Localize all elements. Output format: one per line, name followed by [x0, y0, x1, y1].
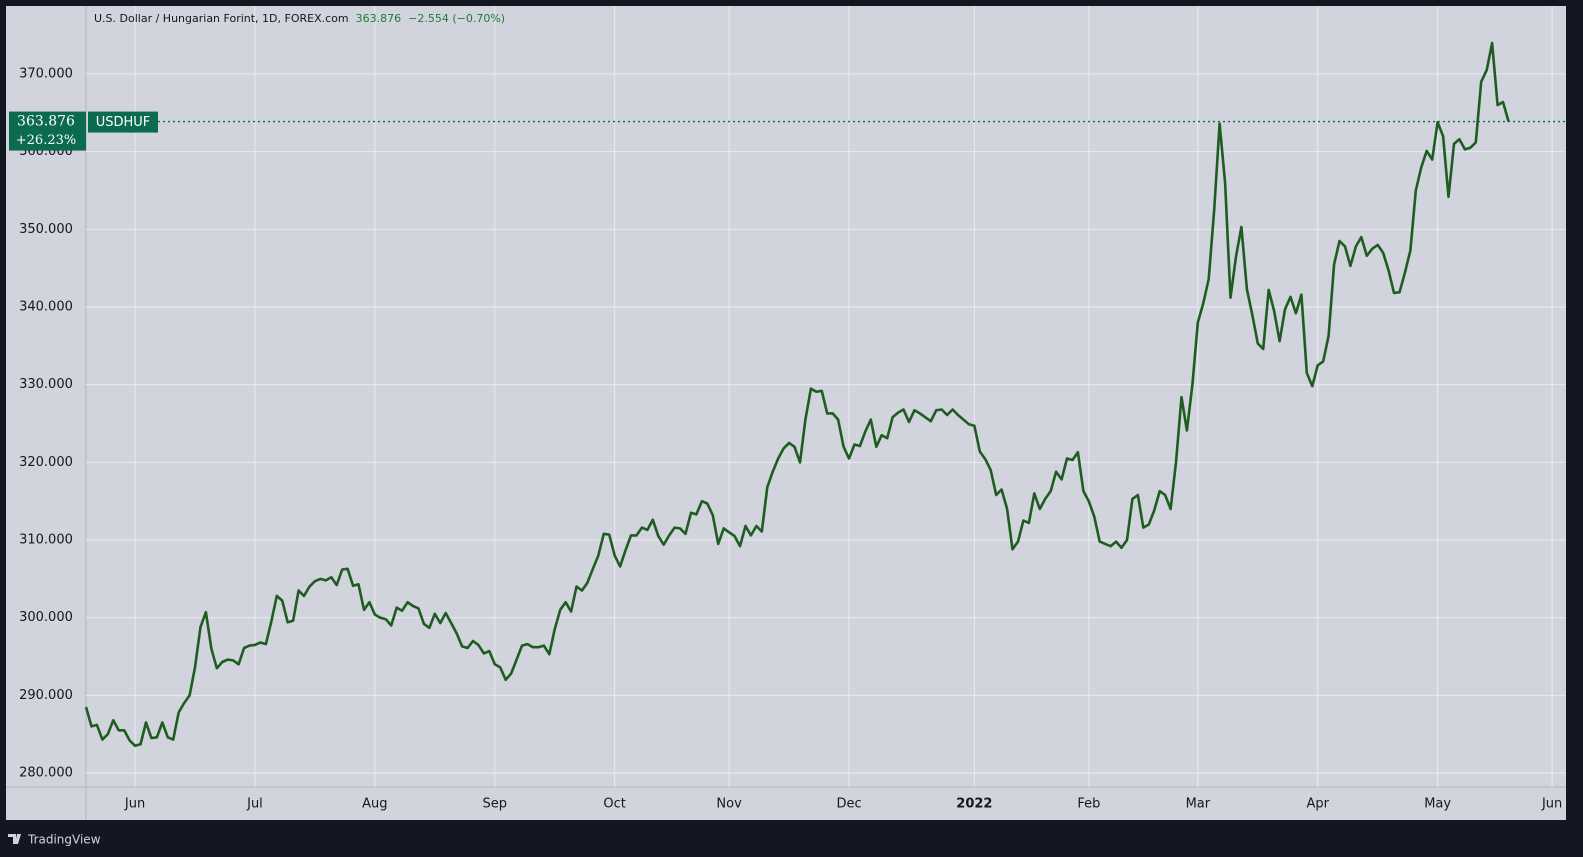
price-line-series — [84, 41, 1510, 748]
y-tick-label: 340.000 — [19, 300, 73, 315]
brand-logo — [8, 834, 21, 844]
x-tick-label: Aug — [362, 797, 387, 812]
y-tick-label: 350.000 — [19, 222, 73, 237]
brand: TradingView — [27, 833, 101, 847]
y-tick-label: 280.000 — [19, 766, 73, 781]
x-tick-label: Feb — [1077, 797, 1100, 812]
last-price-change: +26.23% — [16, 133, 76, 148]
y-tick-label: 330.000 — [19, 377, 73, 392]
last-price-label: 363.876 — [17, 114, 75, 130]
header-change: −2.554 (−0.70%) — [408, 12, 505, 25]
x-tick-label: 2022 — [956, 797, 992, 812]
y-tick-label: 370.000 — [19, 67, 73, 82]
x-tick-label: May — [1424, 797, 1451, 812]
chart-title: U.S. Dollar / Hungarian Forint, 1D, FORE… — [94, 12, 349, 25]
x-tick-label: Oct — [603, 797, 625, 812]
y-tick-label: 290.000 — [19, 688, 73, 703]
x-tick-label: Jun — [1541, 797, 1562, 812]
grid — [86, 6, 1566, 787]
x-tick-label: Jun — [124, 797, 145, 812]
x-tick-label: Mar — [1186, 797, 1211, 812]
x-tick-label: Dec — [836, 797, 861, 812]
plot — [84, 41, 1510, 748]
x-tick-label: Apr — [1306, 797, 1329, 812]
x-tick-label: Sep — [483, 797, 508, 812]
header-price: 363.876 — [356, 12, 402, 25]
chart-background — [6, 6, 1566, 820]
symbol-box — [88, 111, 158, 133]
x-tick-label: Jul — [246, 797, 263, 812]
y-tick-label: 310.000 — [19, 533, 73, 548]
x-tick-label: Nov — [716, 797, 742, 812]
y-tick-label: 300.000 — [19, 610, 73, 625]
y-tick-label: 320.000 — [19, 455, 73, 470]
symbol-label: USDHUF — [96, 115, 151, 130]
last-price-box — [9, 111, 86, 151]
